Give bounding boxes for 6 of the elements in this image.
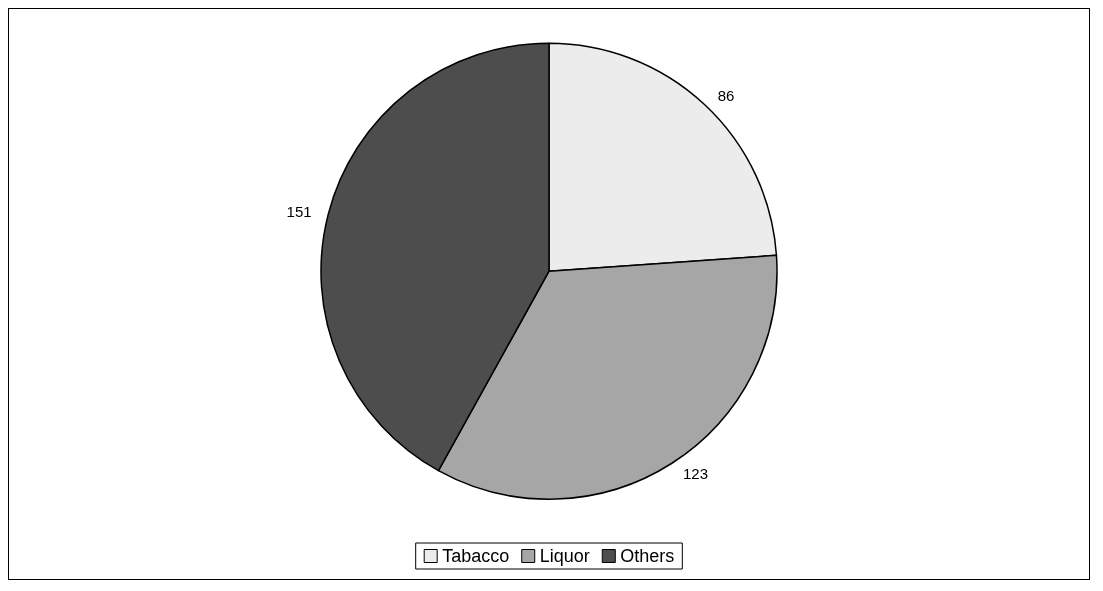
data-label: 86 xyxy=(717,87,735,105)
legend-label: Tabacco xyxy=(442,546,510,566)
data-label: 151 xyxy=(286,202,312,220)
legend-label: Others xyxy=(620,546,675,566)
data-label: 123 xyxy=(682,465,708,483)
legend-label: Liquor xyxy=(539,546,590,566)
